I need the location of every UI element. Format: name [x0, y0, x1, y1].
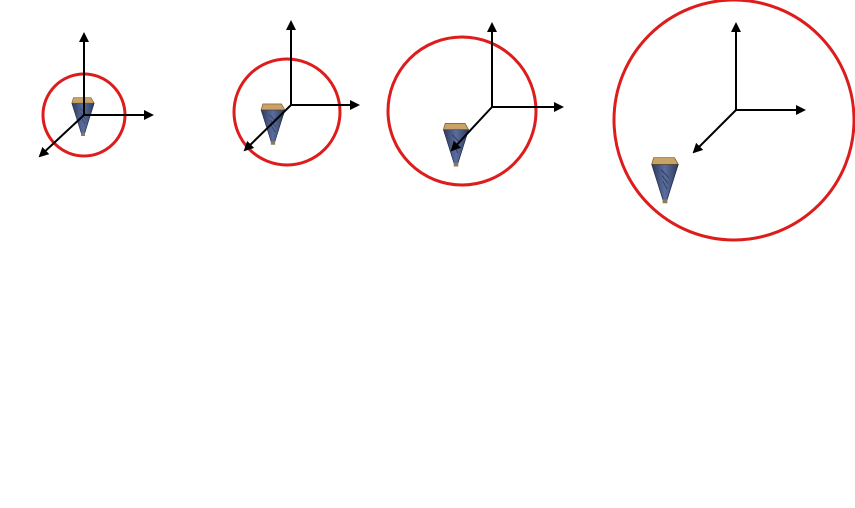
- diagram-panel-1: [38, 32, 154, 158]
- diagram-panel-2: [232, 20, 360, 167]
- x-axis-arrow: [243, 104, 292, 152]
- x-axis-arrow: [692, 109, 737, 154]
- diagram-panel-4: [612, 0, 855, 242]
- horn-antenna: [651, 157, 679, 204]
- min-sphere-circle: [386, 35, 538, 187]
- horn-antenna: [260, 103, 286, 146]
- min-sphere-circle: [612, 0, 855, 242]
- diagram-panel-3: [386, 22, 564, 187]
- min-sphere-circle: [232, 57, 342, 167]
- x-axis-arrow: [38, 114, 85, 158]
- x-axis-arrow: [450, 106, 493, 152]
